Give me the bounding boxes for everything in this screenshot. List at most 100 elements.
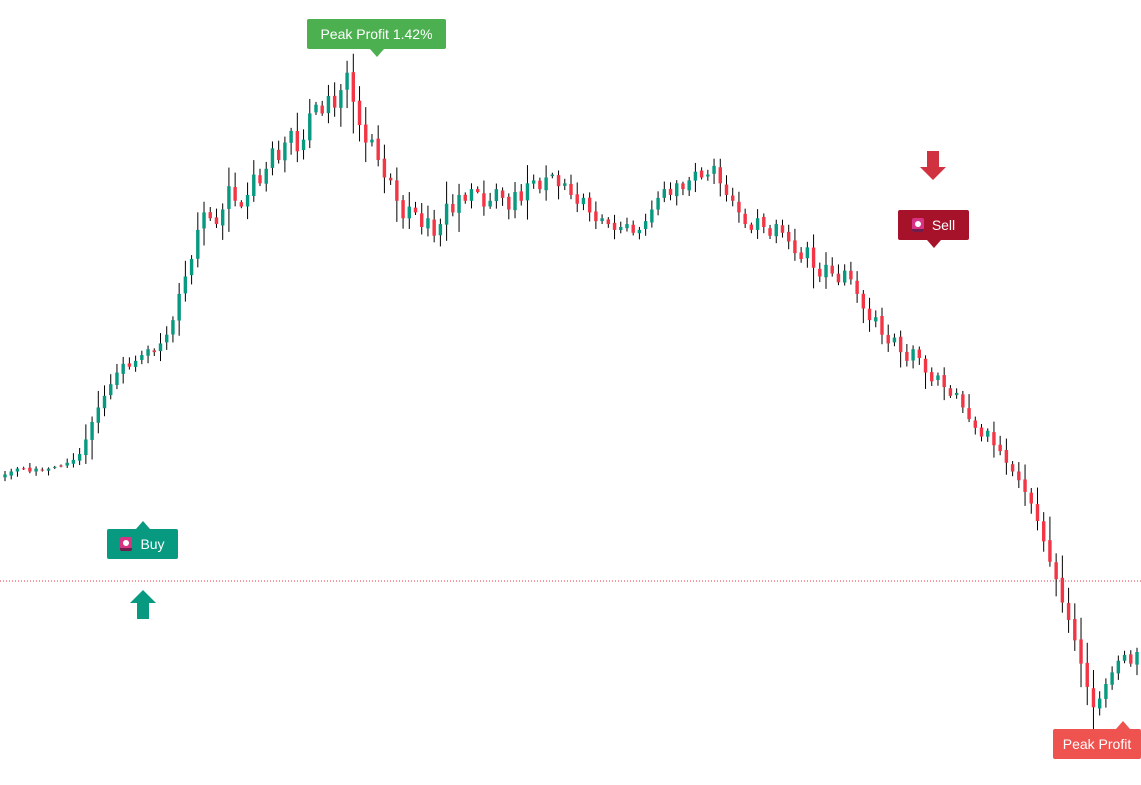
candlestick [954, 388, 959, 399]
candle-body [1122, 654, 1127, 661]
candle-body [948, 388, 953, 396]
candle-body [494, 189, 499, 202]
candle-body [830, 265, 834, 274]
candlestick [724, 175, 729, 202]
candle-body [693, 171, 698, 181]
candle-body [1035, 504, 1040, 521]
candlestick [152, 348, 156, 357]
candle-body [818, 268, 822, 277]
candle-body [681, 183, 685, 190]
candle-body [308, 113, 312, 141]
candle-body [799, 252, 803, 260]
candle-body [973, 420, 977, 428]
buy-arrow-icon[interactable] [130, 590, 156, 620]
candle-body [631, 224, 635, 233]
candlestick [556, 170, 561, 200]
candlestick [799, 247, 803, 263]
candlestick [706, 169, 710, 181]
candle-body [401, 200, 405, 219]
candlestick [127, 357, 132, 370]
candle-body [525, 183, 530, 201]
candle-body [569, 183, 573, 195]
candlestick [855, 271, 859, 303]
candle-body [77, 454, 82, 461]
candle-body [581, 197, 586, 205]
candlestick [438, 218, 443, 247]
candlestick [65, 458, 69, 468]
candle-body [600, 218, 604, 222]
peak-profit-bottom-text: Peak Profit [1062, 736, 1132, 752]
candlestick [1023, 464, 1027, 506]
candlestick [53, 465, 57, 470]
candle-body [619, 226, 623, 231]
candlestick [973, 416, 977, 435]
candlestick [979, 423, 984, 442]
candle-body [768, 228, 772, 236]
candlestick [482, 180, 486, 216]
candlestick [295, 112, 300, 163]
candle-body [177, 293, 181, 321]
candlestick [625, 217, 629, 232]
candlestick [519, 184, 523, 206]
candle-body [724, 184, 729, 195]
candle-body [9, 471, 13, 476]
candlestick [774, 219, 778, 244]
candle-body [587, 197, 592, 213]
candlestick [276, 140, 281, 164]
candle-body [463, 194, 467, 201]
candlestick [84, 424, 88, 464]
candle-body [786, 231, 791, 242]
candle-body [805, 247, 810, 259]
candlestick [59, 464, 63, 468]
candle-body [102, 395, 107, 409]
candle-body [376, 138, 380, 161]
candle-body [961, 394, 965, 408]
candlestick [220, 203, 225, 240]
candlestick [967, 394, 971, 423]
candle-body [675, 183, 679, 197]
candlestick [849, 261, 853, 285]
candlestick [189, 255, 194, 285]
sell-signal-label[interactable]: Sell [898, 210, 969, 240]
buy-signal-label[interactable]: Buy [107, 529, 178, 559]
candlestick [1073, 603, 1077, 651]
sell-arrow-icon[interactable] [920, 151, 946, 181]
indicator-icon [120, 537, 133, 551]
candlestick [569, 174, 573, 200]
peak-profit-label-bottom[interactable]: Peak Profit [1053, 729, 1141, 759]
candlestick [942, 367, 946, 401]
candlestick [755, 209, 760, 239]
candlestick [1029, 487, 1033, 514]
candlestick [77, 447, 82, 466]
candlestick [339, 84, 343, 127]
candle-body [1097, 698, 1102, 709]
peak-profit-label-top[interactable]: Peak Profit 1.42% [307, 19, 446, 49]
candle-body [295, 131, 300, 152]
candlestick [463, 192, 467, 204]
candle-body [276, 149, 281, 161]
candle-body [923, 358, 928, 373]
candlestick [258, 168, 262, 187]
buy-label-pointer [136, 521, 150, 529]
candle-body [245, 194, 250, 207]
candlestick [948, 385, 953, 399]
candlestick [992, 421, 996, 458]
candlestick [662, 181, 667, 203]
candle-body [811, 247, 816, 268]
candlestick [500, 187, 505, 206]
candlestick [494, 183, 499, 209]
candlestick [283, 136, 287, 173]
candlestick [538, 177, 542, 194]
candlestick [1085, 642, 1089, 706]
candle-body [121, 363, 125, 374]
peak-profit-bottom-pointer [1116, 721, 1130, 729]
candle-body [345, 72, 349, 90]
candle-body [1023, 479, 1027, 492]
candle-body [743, 213, 747, 225]
candle-body [395, 180, 399, 201]
candlestick [1004, 438, 1009, 475]
candle-body [998, 444, 1002, 452]
candle-body [1079, 639, 1083, 664]
candle-body [432, 219, 436, 236]
